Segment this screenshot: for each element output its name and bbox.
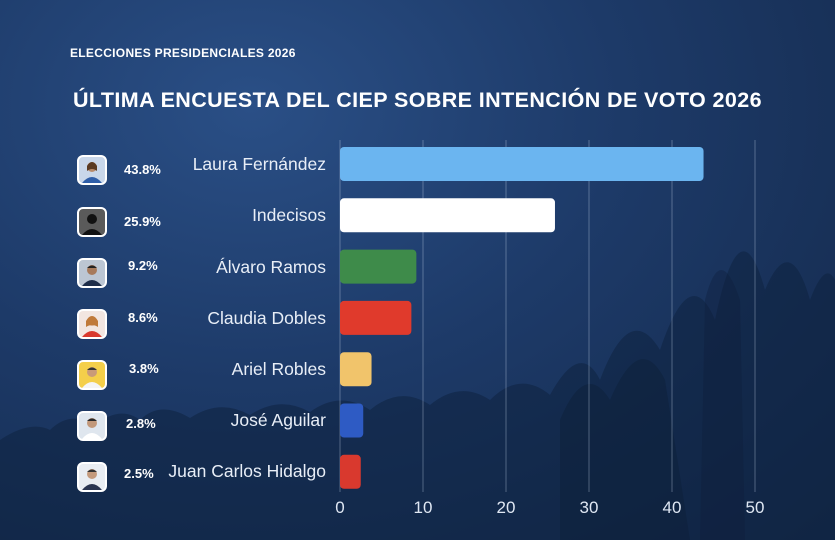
avatar-jose-aguilar bbox=[77, 411, 107, 441]
category-label-ariel-robles: Ariel Robles bbox=[231, 359, 326, 379]
value-label-jose-aguilar: 2.8% bbox=[126, 416, 156, 431]
bar-juan-carlos-hidalgo bbox=[340, 454, 361, 489]
x-tick-label-10: 10 bbox=[414, 498, 433, 517]
value-label-laura-fernandez: 43.8% bbox=[124, 162, 161, 177]
avatar-alvaro-ramos bbox=[77, 258, 107, 288]
portrait-icon bbox=[82, 162, 102, 183]
avatar-juan-carlos-hidalgo bbox=[77, 462, 107, 492]
category-label-laura-fernandez: Laura Fernández bbox=[192, 154, 326, 174]
bar-alvaro-ramos bbox=[340, 249, 417, 284]
value-label-indecisos: 25.9% bbox=[124, 214, 161, 229]
x-tick-label-50: 50 bbox=[746, 498, 765, 517]
x-tick-label-20: 20 bbox=[497, 498, 516, 517]
x-tick-label-30: 30 bbox=[580, 498, 599, 517]
supertitle: ELECCIONES PRESIDENCIALES 2026 bbox=[70, 46, 296, 60]
category-label-juan-carlos-hidalgo: Juan Carlos Hidalgo bbox=[168, 461, 326, 481]
bar-ariel-robles bbox=[340, 352, 372, 387]
category-label-alvaro-ramos: Álvaro Ramos bbox=[216, 257, 326, 277]
value-label-alvaro-ramos: 9.2% bbox=[128, 258, 158, 273]
category-label-jose-aguilar: José Aguilar bbox=[230, 410, 326, 430]
value-label-claudia-dobles: 8.6% bbox=[128, 310, 158, 325]
avatar-claudia-dobles bbox=[77, 309, 107, 339]
portrait-icon bbox=[82, 469, 102, 490]
bar-jose-aguilar bbox=[340, 403, 364, 438]
portrait-icon bbox=[82, 265, 102, 286]
x-tick-label-0: 0 bbox=[335, 498, 344, 517]
silhouette-icon bbox=[82, 214, 102, 235]
portrait-icon bbox=[82, 367, 102, 388]
bar-indecisos bbox=[340, 198, 555, 233]
avatar-ariel-robles bbox=[77, 360, 107, 390]
value-label-ariel-robles: 3.8% bbox=[129, 361, 159, 376]
bar-laura-fernandez bbox=[340, 147, 704, 181]
avatar-indecisos bbox=[77, 207, 107, 237]
portrait-icon bbox=[82, 316, 102, 337]
chart-title: ÚLTIMA ENCUESTA DEL CIEP SOBRE INTENCIÓN… bbox=[72, 88, 762, 112]
avatar-laura-fernandez bbox=[77, 155, 107, 185]
x-tick-label-40: 40 bbox=[663, 498, 682, 517]
category-label-claudia-dobles: Claudia Dobles bbox=[207, 308, 326, 328]
value-label-juan-carlos-hidalgo: 2.5% bbox=[124, 466, 154, 481]
portrait-icon bbox=[82, 418, 102, 439]
bar-claudia-dobles bbox=[340, 300, 412, 335]
category-label-indecisos: Indecisos bbox=[252, 205, 326, 225]
